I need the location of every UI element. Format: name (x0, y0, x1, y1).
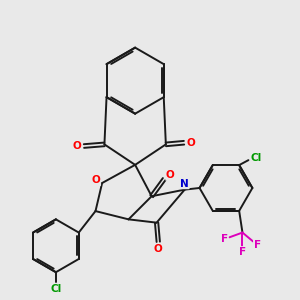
Text: O: O (92, 176, 100, 185)
Text: N: N (180, 179, 189, 189)
Text: F: F (221, 234, 228, 244)
Text: O: O (154, 244, 163, 254)
Text: O: O (166, 170, 175, 180)
Text: O: O (72, 141, 81, 151)
Text: F: F (254, 240, 261, 250)
Text: Cl: Cl (50, 284, 62, 294)
Text: O: O (187, 138, 196, 148)
Text: Cl: Cl (251, 154, 262, 164)
Text: F: F (239, 247, 246, 257)
